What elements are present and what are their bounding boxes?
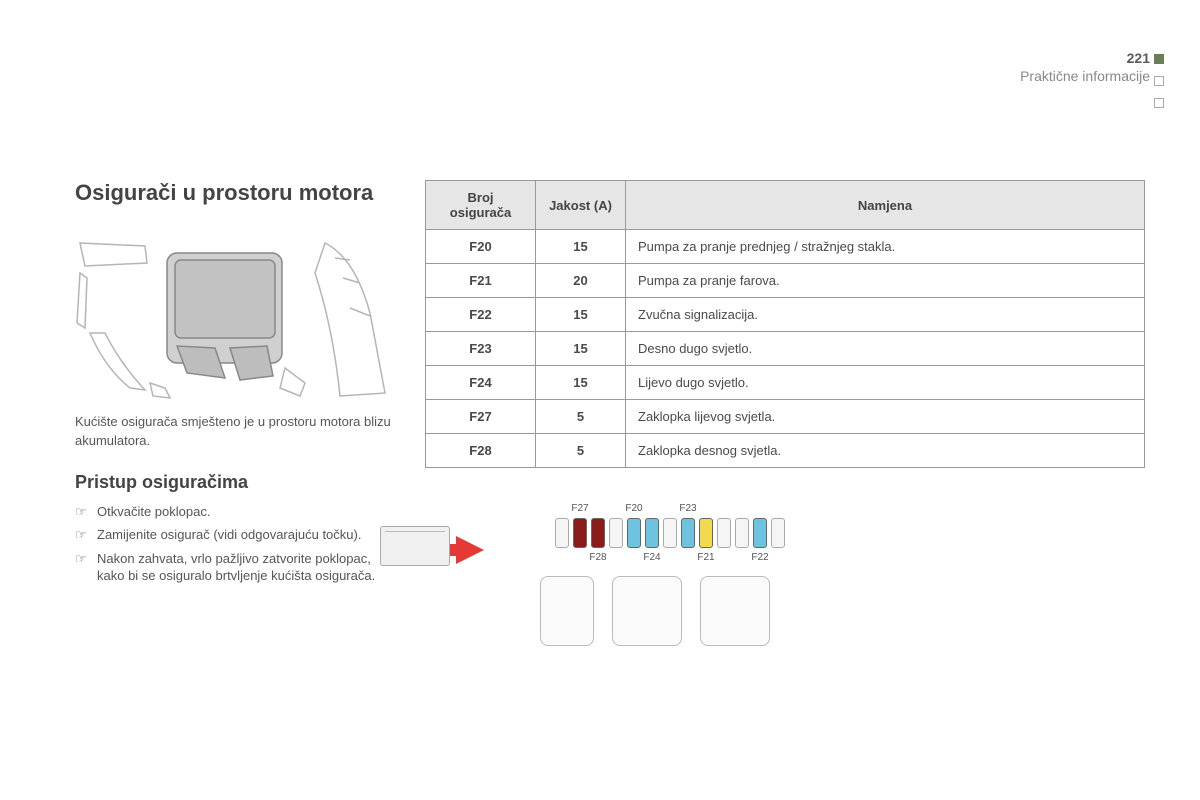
step-item: Nakon zahvata, vrlo pažljivo zatvorite p…	[75, 550, 395, 585]
fuse-slot-filled: F28	[591, 518, 605, 548]
engine-fusebox-illustration	[75, 218, 395, 403]
step-item: Otkvačite poklopac.	[75, 503, 395, 521]
fuse-function-cell: Desno dugo svjetlo.	[626, 332, 1145, 366]
fuse-label: F24	[643, 552, 660, 563]
tab-markers	[1154, 54, 1164, 108]
table-row: F2015Pumpa za pranje prednjeg / stražnje…	[426, 230, 1145, 264]
fuse-slot-filled: F21	[699, 518, 713, 548]
fuse-amp-cell: 15	[536, 230, 626, 264]
section-title: Osigurači u prostoru motora	[75, 180, 395, 206]
table-header-number: Broj osigurača	[426, 181, 536, 230]
fuse-number-cell: F22	[426, 298, 536, 332]
fuse-slot-empty	[555, 518, 569, 548]
fuse-amp-cell: 5	[536, 434, 626, 468]
table-header-function: Namjena	[626, 181, 1145, 230]
table-row: F275Zaklopka lijevog svjetla.	[426, 400, 1145, 434]
fuse-slot-filled: F23	[681, 518, 695, 548]
fuse-label: F27	[571, 503, 588, 514]
tab-marker-active	[1154, 54, 1164, 64]
fuse-slot-empty	[771, 518, 785, 548]
tab-marker	[1154, 98, 1164, 108]
fuse-number-cell: F27	[426, 400, 536, 434]
fuse-amp-cell: 15	[536, 298, 626, 332]
relay-square	[612, 576, 682, 646]
fuse-slot-empty	[609, 518, 623, 548]
fuse-number-cell: F28	[426, 434, 536, 468]
table-row: F2215Zvučna signalizacija.	[426, 298, 1145, 332]
fuse-slot-empty	[717, 518, 731, 548]
fuse-function-cell: Zaklopka desnog svjetla.	[626, 434, 1145, 468]
fuse-label: F21	[697, 552, 714, 563]
fuse-slot-filled: F27	[573, 518, 587, 548]
fuse-function-cell: Lijevo dugo svjetlo.	[626, 366, 1145, 400]
page-number: 221	[1020, 50, 1150, 66]
fuse-slot-filled: F20	[627, 518, 641, 548]
fuse-number-cell: F20	[426, 230, 536, 264]
fuse-amp-cell: 15	[536, 332, 626, 366]
step-item: Zamijenite osigurač (vidi odgovarajuću t…	[75, 526, 395, 544]
fuse-slot-filled: F24	[645, 518, 659, 548]
fuse-number-cell: F24	[426, 366, 536, 400]
fuse-function-cell: Pumpa za pranje prednjeg / stražnjeg sta…	[626, 230, 1145, 264]
table-row: F285Zaklopka desnog svjetla.	[426, 434, 1145, 468]
fuse-label: F23	[679, 503, 696, 514]
relay-block-icon	[380, 526, 450, 566]
sub-section-title: Pristup osiguračima	[75, 472, 395, 493]
fuse-label: F20	[625, 503, 642, 514]
fuse-function-cell: Pumpa za pranje farova.	[626, 264, 1145, 298]
fuse-slot-filled: F22	[753, 518, 767, 548]
illustration-caption: Kućište osigurača smješteno je u prostor…	[75, 413, 395, 449]
table-row: F2415Lijevo dugo svjetlo.	[426, 366, 1145, 400]
fuse-number-cell: F21	[426, 264, 536, 298]
table-row: F2120Pumpa za pranje farova.	[426, 264, 1145, 298]
steps-list: Otkvačite poklopac. Zamijenite osigurač …	[75, 503, 395, 585]
table-header-amperage: Jakost (A)	[536, 181, 626, 230]
fuse-function-cell: Zaklopka lijevog svjetla.	[626, 400, 1145, 434]
fuse-table: Broj osigurača Jakost (A) Namjena F2015P…	[425, 180, 1145, 468]
fuse-number-cell: F23	[426, 332, 536, 366]
fuse-label: F28	[589, 552, 606, 563]
table-row: F2315Desno dugo svjetlo.	[426, 332, 1145, 366]
chapter-title: Praktične informacije	[1020, 68, 1150, 84]
fuse-function-cell: Zvučna signalizacija.	[626, 298, 1145, 332]
fuse-layout-diagram: F27F28F20F24F23F21F22	[460, 518, 880, 646]
relay-square	[540, 576, 594, 646]
fuse-amp-cell: 20	[536, 264, 626, 298]
fuse-slot-empty	[735, 518, 749, 548]
fuse-label: F22	[751, 552, 768, 563]
tab-marker	[1154, 76, 1164, 86]
fuse-slot-empty	[663, 518, 677, 548]
fuse-amp-cell: 15	[536, 366, 626, 400]
fuse-amp-cell: 5	[536, 400, 626, 434]
relay-square	[700, 576, 770, 646]
